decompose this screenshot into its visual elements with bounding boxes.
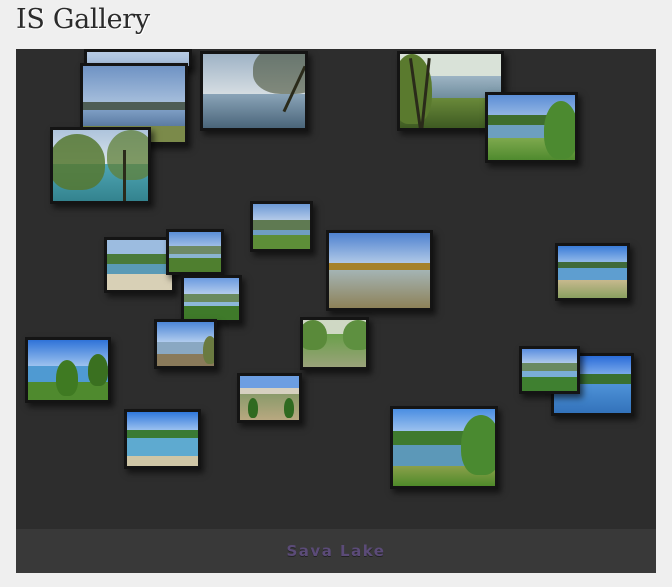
gallery-stage [16, 49, 656, 529]
photo-thumbnail[interactable] [181, 275, 242, 323]
page-title: IS Gallery [16, 4, 150, 35]
photo-thumbnail[interactable] [166, 229, 224, 275]
photo-thumbnail[interactable] [50, 127, 151, 204]
caption-bar: Sava Lake [16, 529, 656, 573]
photo-thumbnail[interactable] [250, 201, 313, 252]
photo-thumbnail[interactable] [326, 230, 433, 311]
photo-thumbnail[interactable] [200, 51, 308, 131]
photo-thumbnail[interactable] [25, 337, 111, 403]
photo-thumbnail[interactable] [124, 409, 201, 469]
photo-thumbnail[interactable] [154, 319, 217, 369]
photo-thumbnail[interactable] [555, 243, 630, 301]
photo-thumbnail[interactable] [237, 373, 302, 423]
photo-thumbnail[interactable] [300, 317, 369, 370]
photo-thumbnail[interactable] [519, 346, 580, 394]
photo-thumbnail[interactable] [390, 406, 498, 489]
photo-thumbnail[interactable] [397, 51, 504, 131]
photo-thumbnail[interactable] [104, 237, 175, 293]
photo-thumbnail[interactable] [485, 92, 578, 163]
photo-caption: Sava Lake [286, 542, 386, 560]
